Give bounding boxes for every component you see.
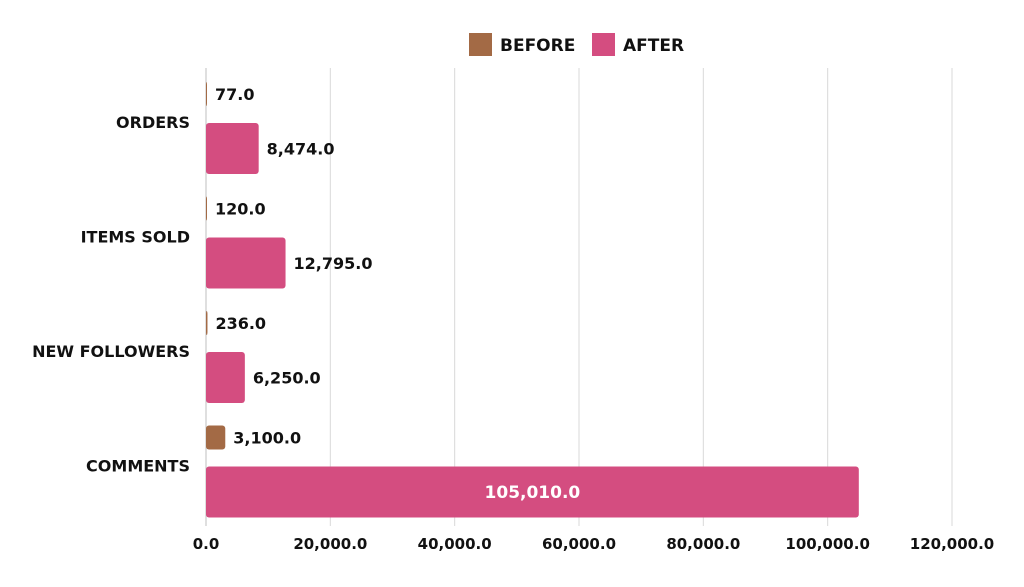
data-label: 77.0	[215, 85, 254, 104]
bar-after	[206, 352, 245, 403]
bar-after	[206, 123, 259, 174]
data-label: 6,250.0	[253, 369, 321, 388]
category-label: ORDERS	[116, 113, 190, 132]
x-tick-label: 80,000.0	[666, 535, 740, 553]
x-tick-label: 20,000.0	[293, 535, 367, 553]
bar-before	[206, 196, 207, 221]
x-tick-label: 60,000.0	[542, 535, 616, 553]
bar-before	[206, 311, 208, 335]
legend-swatch	[592, 33, 615, 56]
category-label: NEW FOLLOWERS	[32, 342, 190, 361]
category-label: COMMENTS	[86, 457, 190, 476]
grid	[205, 68, 953, 526]
x-tick-label: 0.0	[193, 535, 220, 553]
data-label: 12,795.0	[294, 254, 373, 273]
bar-before	[206, 82, 207, 106]
data-label: 8,474.0	[267, 140, 335, 159]
labels: 0.0 20,000.0 40,000.0 60,000.0 80,000.0 100,0…	[32, 85, 994, 553]
x-tick-label: 120,000.0	[910, 535, 994, 553]
x-tick-label: 100,000.0	[785, 535, 869, 553]
data-label: 120.0	[215, 200, 266, 219]
legend-label: AFTER	[623, 36, 684, 56]
x-tick-label: 40,000.0	[418, 535, 492, 553]
data-label: 3,100.0	[233, 429, 301, 448]
legend: BEFORE AFTER	[469, 33, 684, 56]
data-label: 236.0	[215, 314, 266, 333]
data-label: 105,010.0	[485, 483, 581, 503]
bar-after	[206, 237, 286, 289]
bar-after	[206, 466, 859, 518]
category-label: ITEMS SOLD	[81, 228, 190, 247]
bar-before	[206, 425, 226, 450]
bars	[206, 82, 859, 518]
legend-swatch	[469, 33, 492, 56]
legend-label: BEFORE	[500, 36, 575, 56]
